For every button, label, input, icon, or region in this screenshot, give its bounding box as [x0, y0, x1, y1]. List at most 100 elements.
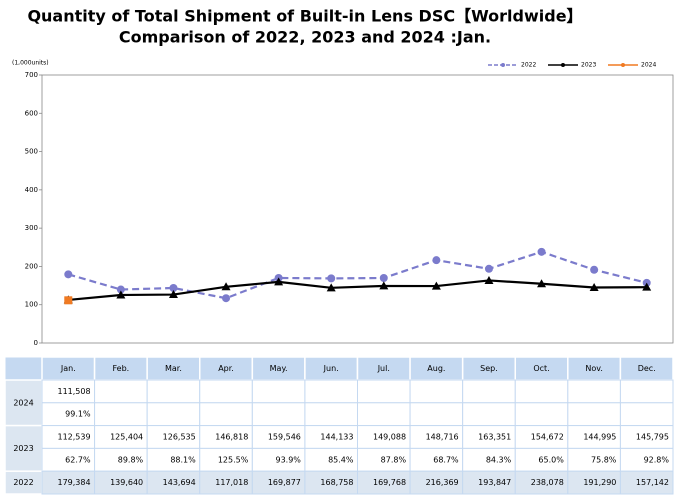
- cell-text: 148,716: [426, 433, 459, 442]
- chart-title: Quantity of Total Shipment of Built-in L…: [27, 7, 582, 26]
- plot-area: [41, 74, 674, 344]
- cell-text: 145,795: [636, 433, 669, 442]
- cell: [146, 379, 201, 404]
- cell-text: 144,995: [583, 433, 616, 442]
- legend-marker: [501, 63, 505, 67]
- header-label: May.: [270, 364, 288, 373]
- legend-label: 2023: [581, 62, 596, 69]
- cell-text: 157,142: [636, 478, 669, 487]
- y-tick-label: 400: [25, 186, 38, 194]
- legend-marker: [621, 63, 625, 67]
- cell-text: 117,018: [215, 478, 248, 487]
- point: [484, 275, 494, 284]
- header-label: Apr.: [218, 364, 234, 373]
- cell: [199, 379, 253, 404]
- cell: [619, 470, 674, 495]
- cell-text: 139,640: [110, 478, 143, 487]
- point: [327, 274, 336, 283]
- cell: [409, 379, 464, 404]
- y-axis-label: (1,000units): [12, 60, 49, 67]
- cell: [514, 379, 569, 404]
- y-tick-label: 200: [25, 262, 38, 270]
- point: [274, 277, 284, 286]
- cell: [304, 402, 358, 427]
- y-tick-label: 700: [25, 71, 38, 79]
- cell-text: 68.7%: [433, 455, 459, 464]
- header-label: Jan.: [60, 364, 76, 373]
- cell-text: 238,078: [531, 478, 564, 487]
- point: [326, 283, 336, 292]
- point: [379, 274, 388, 283]
- cell-text: 62.7%: [65, 455, 91, 464]
- header-label: Jul.: [377, 364, 390, 373]
- cell: [251, 402, 306, 427]
- cell-text: 92.8%: [644, 455, 670, 464]
- cell-text: 75.8%: [591, 455, 617, 464]
- legend-label: 2022: [521, 62, 536, 69]
- point: [537, 247, 546, 256]
- header-label: Mar.: [165, 364, 182, 373]
- cell: [304, 379, 358, 404]
- cell: [94, 379, 148, 404]
- header-label: Dec.: [638, 364, 656, 373]
- cell-text: 93.9%: [275, 455, 301, 464]
- cell-text: 125,404: [110, 433, 143, 442]
- header-label: Oct.: [533, 364, 549, 373]
- row-label: 2024: [13, 398, 33, 407]
- y-tick-label: 600: [25, 109, 38, 117]
- point: [222, 294, 231, 303]
- legend-marker: [561, 63, 565, 67]
- cell-text: 168,758: [320, 478, 353, 487]
- cell-text: 179,384: [57, 478, 90, 487]
- header-label: Jun.: [323, 364, 339, 373]
- point: [642, 282, 652, 291]
- cell-text: 216,369: [426, 478, 459, 487]
- cell-text: 144,133: [320, 433, 353, 442]
- point: [168, 290, 178, 299]
- header-label: Sep.: [480, 364, 498, 373]
- series-line: [68, 279, 647, 302]
- y-tick-label: 500: [25, 148, 38, 156]
- cell-text: 169,877: [268, 478, 301, 487]
- cell-text: 88.1%: [170, 455, 196, 464]
- cell: [409, 402, 464, 427]
- legend-label: 2024: [641, 62, 656, 69]
- row-label: 2023: [13, 444, 33, 453]
- cell: [199, 402, 253, 427]
- point: [484, 264, 493, 273]
- y-tick-label: 0: [34, 339, 38, 347]
- cell: [567, 402, 621, 427]
- cell-text: 154,672: [531, 433, 564, 442]
- cell-text: 89.8%: [118, 455, 144, 464]
- cell-text: 87.8%: [381, 455, 407, 464]
- row-label-cell: [4, 424, 43, 472]
- cell-text: 143,694: [163, 478, 196, 487]
- cell: [357, 402, 411, 427]
- header-label: Aug.: [427, 364, 445, 373]
- cell-text: 125.5%: [218, 455, 249, 464]
- cell: [251, 379, 306, 404]
- y-tick-label: 100: [25, 301, 38, 309]
- point: [590, 265, 599, 274]
- cell: [146, 402, 201, 427]
- cell-text: 163,351: [478, 433, 511, 442]
- cell-text: 84.3%: [486, 455, 512, 464]
- cell-text: 65.0%: [538, 455, 564, 464]
- cell-text: 169,768: [373, 478, 406, 487]
- cell-text: 146,818: [215, 433, 248, 442]
- point: [432, 256, 441, 265]
- point: [64, 296, 73, 305]
- cell-text: 112,539: [57, 433, 90, 442]
- point: [589, 282, 599, 291]
- cell-text: 159,546: [268, 433, 301, 442]
- point: [169, 283, 178, 292]
- cell-text: 85.4%: [328, 455, 354, 464]
- cell-text: 126,535: [163, 433, 196, 442]
- row-label: 2022: [13, 478, 33, 487]
- cell: [619, 379, 674, 404]
- cell-text: 193,847: [478, 478, 511, 487]
- cell: [619, 402, 674, 427]
- chart-subtitle: Comparison of 2022, 2023 and 2024 :Jan.: [119, 28, 491, 47]
- point: [379, 281, 389, 290]
